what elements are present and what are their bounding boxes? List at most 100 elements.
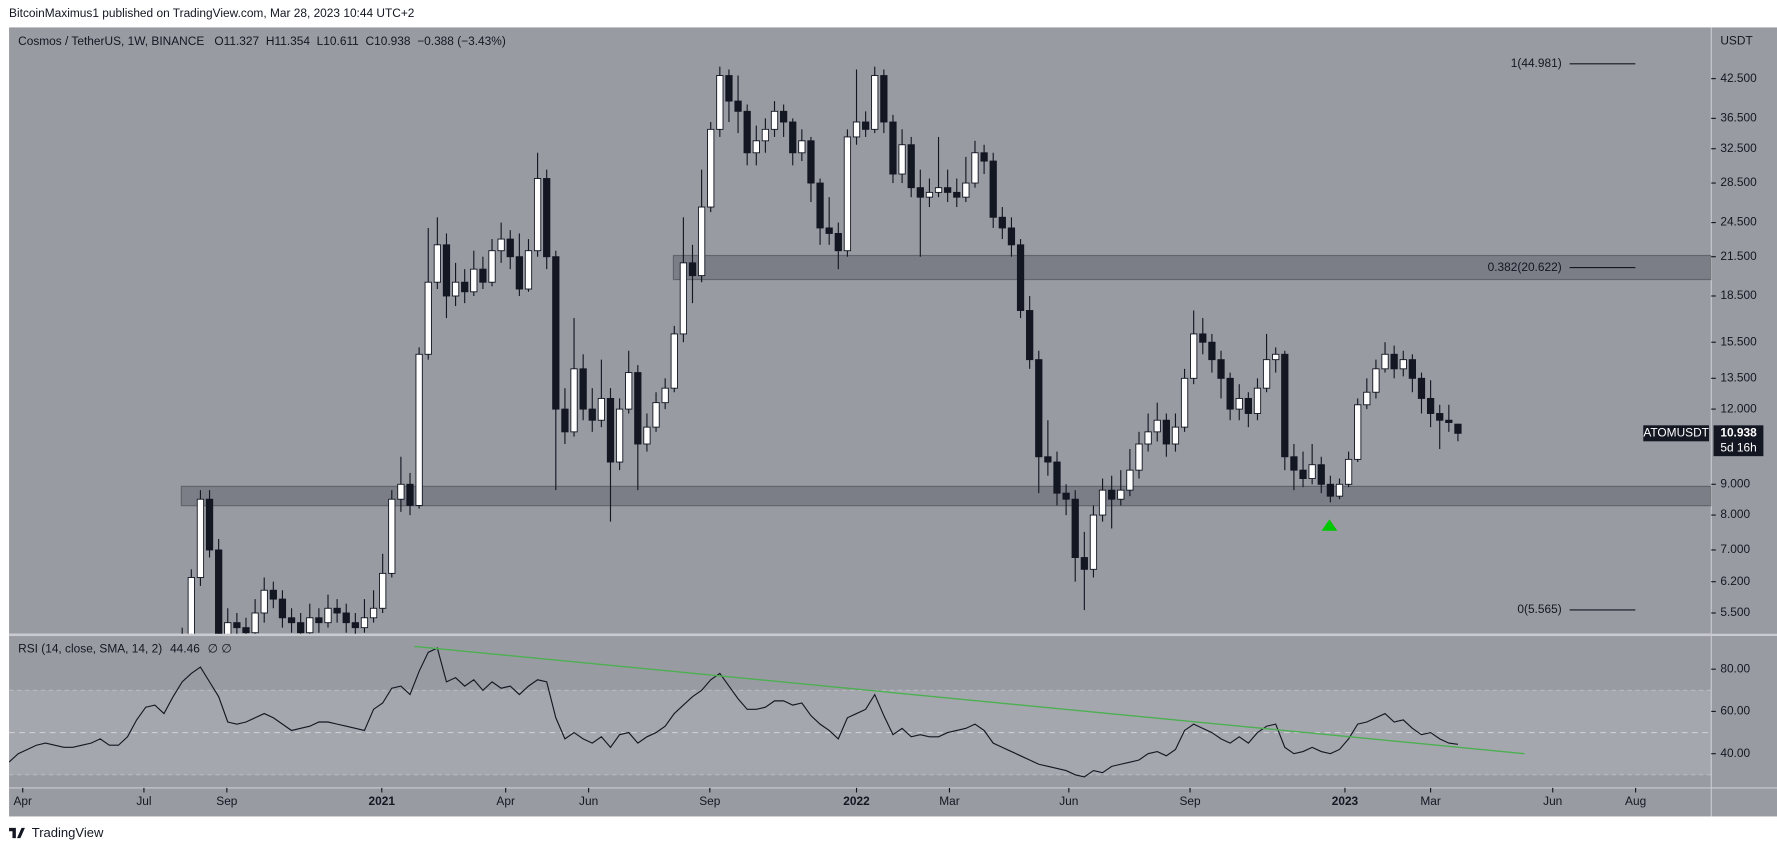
- candle-body: [1354, 404, 1362, 460]
- candle-body: [907, 144, 915, 189]
- rsi-extra: ∅ ∅: [208, 642, 232, 656]
- candle-body: [743, 110, 751, 154]
- x-tick-label: Aug: [1625, 794, 1646, 808]
- candle-body: [287, 617, 296, 624]
- candle-body: [205, 498, 214, 551]
- candle-body: [1044, 456, 1052, 463]
- candle-body: [825, 227, 833, 234]
- candle-body: [1335, 483, 1344, 497]
- candle-body: [998, 216, 1006, 229]
- candle-body: [734, 100, 742, 112]
- candle-body: [324, 607, 332, 624]
- candle-body: [342, 612, 350, 624]
- candle-body: [944, 187, 952, 193]
- x-tick-label: Apr: [13, 794, 32, 808]
- candle-body: [1372, 368, 1380, 393]
- candle-body: [980, 152, 988, 162]
- candle-body: [1035, 359, 1043, 458]
- candle-body: [570, 368, 578, 433]
- candle-body: [880, 75, 888, 123]
- candle-body: [634, 372, 642, 445]
- time-axis: [9, 787, 1777, 817]
- countdown: 5d 16h: [1720, 440, 1756, 454]
- candle-body: [1344, 458, 1353, 485]
- candle-body: [1089, 514, 1098, 570]
- candle-body: [1454, 423, 1462, 434]
- x-tick-label: Apr: [496, 794, 515, 808]
- candle-body: [379, 572, 387, 609]
- logo-mark: [9, 827, 25, 839]
- candle-body: [451, 281, 460, 297]
- candle-body: [1317, 464, 1325, 485]
- candle-body: [369, 607, 378, 619]
- axis-unit: USDT: [1720, 33, 1753, 47]
- publisher: BitcoinMaximus1 published on TradingView…: [9, 6, 415, 20]
- ohlc-letter: O: [214, 34, 223, 48]
- candle-body: [1108, 489, 1116, 500]
- candle-body: [470, 268, 478, 293]
- rsi-title: RSI (14, close, SMA, 14, 2): [18, 642, 162, 656]
- candle-body: [278, 598, 287, 619]
- candle-body: [670, 333, 678, 389]
- x-tick-label: 2021: [369, 794, 396, 808]
- candle-body: [725, 75, 733, 102]
- candle-body: [1053, 461, 1061, 494]
- x-tick-label: Sep: [699, 794, 721, 808]
- candle-body: [925, 191, 934, 198]
- candle-body: [315, 617, 323, 624]
- candle-body: [1144, 431, 1152, 445]
- symbol-label: ATOMUSDT: [1643, 425, 1709, 439]
- candle-body: [215, 549, 223, 634]
- x-tick-label: Jun: [1543, 794, 1562, 808]
- candle-body: [1235, 397, 1243, 410]
- y-tick-label: 42.500: [1720, 71, 1757, 85]
- ohlc-value: 10.611: [323, 34, 359, 48]
- price-tag: [1713, 425, 1764, 457]
- candle-body: [1117, 489, 1125, 500]
- x-tick-label: 2023: [1332, 794, 1359, 808]
- price-label: 10.938: [1720, 425, 1757, 439]
- brand: TradingView: [32, 825, 104, 840]
- x-tick-label: Mar: [1420, 794, 1441, 808]
- candle-body: [269, 589, 277, 600]
- rsi-plot: [9, 645, 1712, 778]
- ohlc-value: 10.938: [374, 34, 411, 48]
- candle-body: [615, 408, 624, 463]
- candle-body: [597, 397, 606, 421]
- y-tick-label: 12.000: [1720, 401, 1757, 415]
- candle-body: [533, 178, 542, 252]
- candle-body: [779, 110, 788, 123]
- zone: [672, 254, 1712, 281]
- candle-body: [770, 110, 779, 130]
- candle-body: [1308, 464, 1316, 479]
- y-tick-label: 13.500: [1720, 370, 1757, 384]
- candle-body: [661, 387, 669, 404]
- overlay: 42.500 36.500 32.500 28.500 24.500 21.500 18.5…: [13, 56, 1764, 808]
- candle-body: [351, 622, 359, 629]
- candle-body: [1135, 443, 1143, 471]
- candle-body: [716, 75, 724, 130]
- candle-body: [807, 140, 815, 184]
- candle-body: [1436, 413, 1444, 421]
- candle-body: [679, 262, 688, 335]
- candle-body: [397, 483, 405, 500]
- candle-body: [1390, 353, 1398, 370]
- candle-body: [971, 152, 979, 184]
- candle-body: [1190, 333, 1198, 379]
- rsi-value: 44.46: [170, 642, 200, 656]
- candle-body: [789, 121, 797, 154]
- candle-body: [1098, 489, 1107, 516]
- candle-body: [1153, 419, 1161, 433]
- candle-body: [224, 622, 232, 634]
- candle-body: [515, 256, 523, 290]
- rsi-tick-label: 80.00: [1720, 661, 1750, 675]
- candle-body: [898, 144, 906, 175]
- candle-body: [1016, 244, 1025, 311]
- candle-body: [442, 244, 451, 297]
- candle-body: [260, 589, 268, 614]
- candle-body: [406, 483, 414, 506]
- candle-body: [1426, 397, 1435, 414]
- candle-body: [461, 281, 469, 293]
- candle-body: [1171, 426, 1180, 445]
- candle-body: [1226, 377, 1234, 410]
